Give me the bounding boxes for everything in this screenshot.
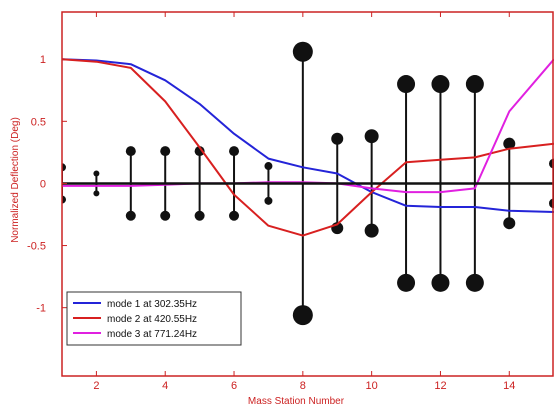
stem-top-marker <box>431 75 450 94</box>
stem-top-marker <box>364 129 379 144</box>
x-tick-label: 6 <box>231 380 237 392</box>
stem-bottom-marker <box>465 273 484 292</box>
stem-top-marker <box>331 132 344 145</box>
x-tick-label: 14 <box>503 380 515 392</box>
legend-label-mode-1: mode 1 at 302.35Hz <box>107 299 197 310</box>
stem-top-marker <box>292 41 313 62</box>
stem-bottom-marker <box>292 305 313 326</box>
stem-top-marker <box>264 162 273 171</box>
mass-station-5 <box>194 146 205 221</box>
mode-2-line <box>62 58 554 237</box>
stem-bottom-marker <box>62 195 66 204</box>
mode-1-line <box>62 58 554 213</box>
stem-top-marker <box>160 146 171 157</box>
mass-station-1 <box>62 163 66 204</box>
x-tick-label: 10 <box>366 380 378 392</box>
mass-station-12 <box>431 75 450 292</box>
y-tick-label: -0.5 <box>27 241 46 253</box>
legend: mode 1 at 302.35Hz mode 2 at 420.55Hz mode… <box>66 291 242 346</box>
x-axis-label: Mass Station Number <box>248 396 345 407</box>
y-tick-label: 0.5 <box>31 116 46 128</box>
x-tick-label: 4 <box>162 380 168 392</box>
axes-frame <box>61 11 554 377</box>
x-tick-label: 2 <box>93 380 99 392</box>
stem-bottom-marker <box>229 210 240 221</box>
stem-bottom-marker <box>194 210 205 221</box>
y-tick-label: 0 <box>40 178 46 190</box>
stem-bottom-marker <box>431 273 450 292</box>
stem-top-marker <box>194 146 205 157</box>
stem-bottom-marker <box>397 273 416 292</box>
stem-bottom-marker <box>160 210 171 221</box>
y-axis-label: Normalized Deflection (Deg) <box>10 117 21 243</box>
legend-label-mode-3: mode 3 at 771.24Hz <box>107 329 197 340</box>
stem-bottom-marker <box>503 217 516 230</box>
legend-label-mode-2: mode 2 at 420.55Hz <box>107 314 197 325</box>
stem-top-marker <box>397 75 416 94</box>
stem-top-marker <box>229 146 240 157</box>
y-tick-label: -1 <box>36 303 46 315</box>
stem-top-marker <box>93 170 100 177</box>
x-tick-label: 8 <box>300 380 306 392</box>
mass-station-10 <box>364 129 379 238</box>
stem-bottom-marker <box>93 190 100 197</box>
y-tick-label: 1 <box>40 54 46 66</box>
x-tick-label: 12 <box>434 380 446 392</box>
stem-top-marker <box>125 146 136 157</box>
stem-bottom-marker <box>364 223 379 238</box>
stem-bottom-marker <box>125 210 136 221</box>
axes-box <box>61 11 554 377</box>
stem-top-marker <box>503 137 516 150</box>
tick-labels: 2 4 6 8 10 12 14 -1 -0.5 0 0.5 1 <box>27 54 515 392</box>
stem-top-marker <box>62 163 66 172</box>
stem-top-marker <box>465 75 484 94</box>
stem-bottom-marker <box>264 196 273 205</box>
